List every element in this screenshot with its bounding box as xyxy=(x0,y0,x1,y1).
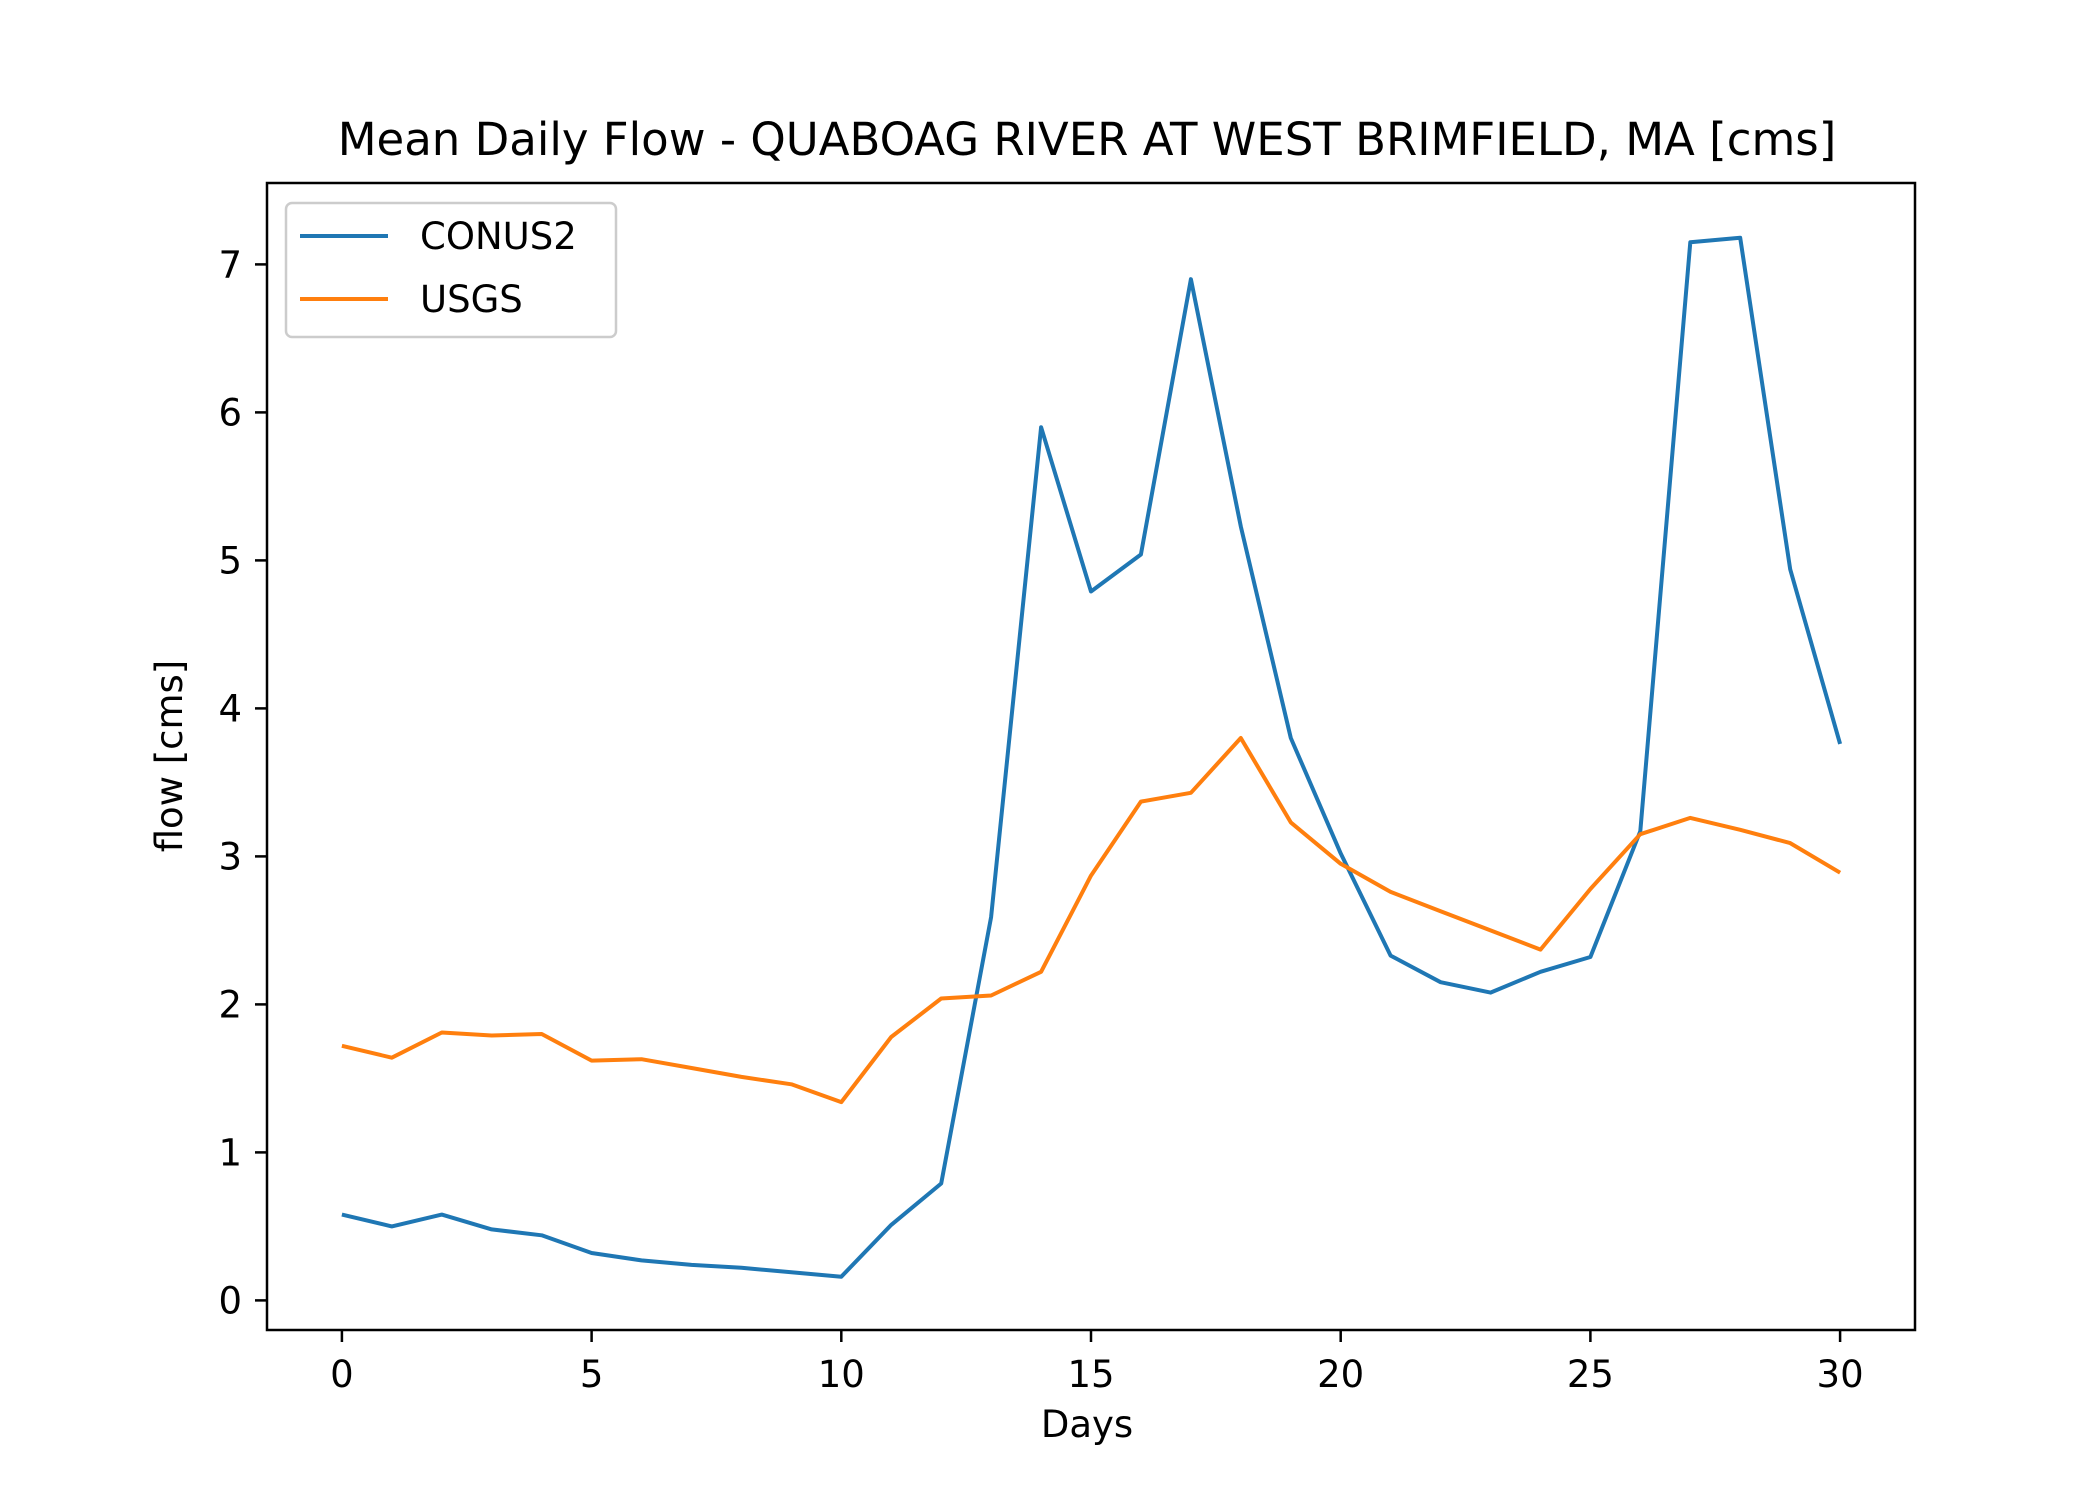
x-tick-label: 25 xyxy=(1567,1353,1614,1396)
x-tick-label: 15 xyxy=(1067,1353,1114,1396)
y-tick-label: 3 xyxy=(218,835,242,878)
y-tick-label: 0 xyxy=(218,1279,242,1322)
series-line-usgs xyxy=(341,736,1842,1105)
x-tick-label: 20 xyxy=(1317,1353,1364,1396)
y-tick-label: 5 xyxy=(218,539,242,582)
chart-title: Mean Daily Flow - QUABOAG RIVER AT WEST … xyxy=(338,113,1837,166)
legend-label-conus2: CONUS2 xyxy=(420,215,577,258)
y-tick-label: 1 xyxy=(218,1131,242,1174)
y-tick-label: 7 xyxy=(218,243,242,286)
y-tick-label: 6 xyxy=(218,391,242,434)
x-tick-label: 10 xyxy=(818,1353,865,1396)
x-axis-label: Days xyxy=(1041,1403,1133,1446)
y-tick-label: 2 xyxy=(218,983,242,1026)
series-line-conus2 xyxy=(341,235,1843,1279)
y-axis-label: flow [cms] xyxy=(148,660,191,853)
x-tick-label: 30 xyxy=(1817,1353,1864,1396)
plot-frame xyxy=(265,181,1917,1332)
plot-area xyxy=(341,235,1843,1279)
y-axis: 0 1 2 3 4 5 6 7 xyxy=(218,243,267,1322)
x-axis: 0 5 10 15 20 25 30 xyxy=(330,1330,1864,1396)
legend: CONUS2 USGS xyxy=(284,201,618,339)
legend-label-usgs: USGS xyxy=(420,278,523,321)
y-tick-label: 4 xyxy=(218,687,242,730)
x-tick-label: 0 xyxy=(330,1353,354,1396)
x-tick-label: 5 xyxy=(580,1353,604,1396)
